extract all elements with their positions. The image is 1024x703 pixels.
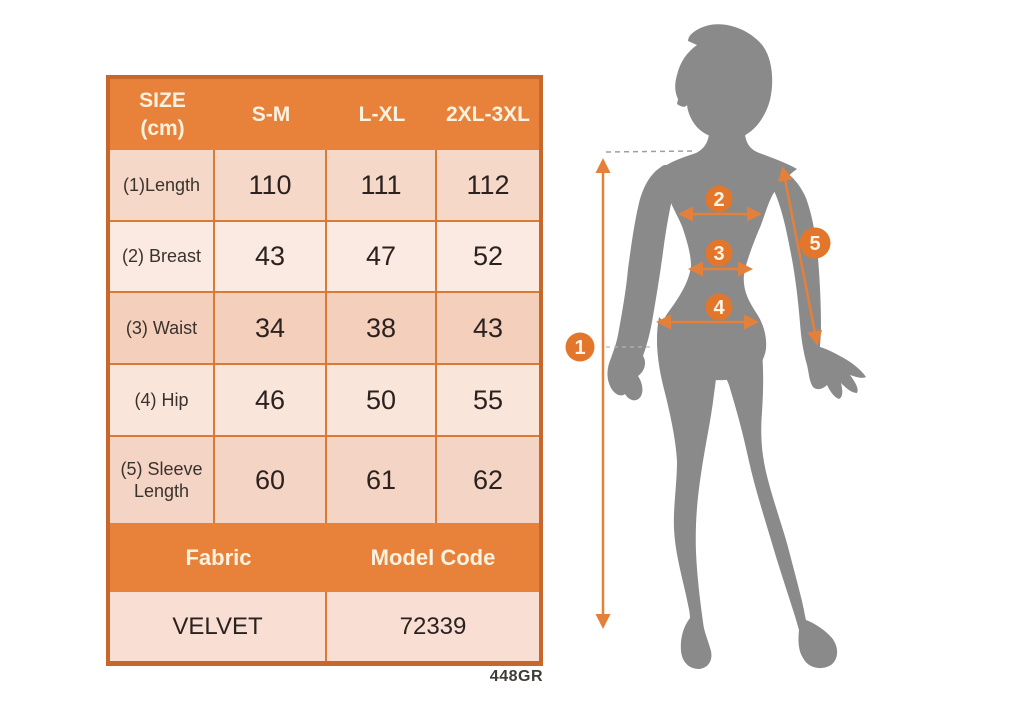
marker-5-label: 5 [809, 233, 820, 255]
silhouette-left-leg [656, 317, 717, 669]
sleeve-value-2xl-3xl: 62 [472, 464, 504, 495]
marker-4: 4 [705, 293, 733, 321]
marker-2-label: 2 [713, 189, 724, 211]
hip-value-2xl-3xl: 55 [472, 384, 504, 415]
size-header-line2: (cm) [140, 116, 185, 140]
sleeve-value-l-xl: 61 [327, 437, 437, 523]
row-label-sleeve-length: (5) Sleeve Length [110, 437, 215, 523]
row-label-breast: (2) Breast [110, 222, 215, 291]
table-row-hip: (4) Hip 46 50 55 [110, 365, 539, 437]
marker-2-circle [705, 185, 733, 213]
breast-value-l-xl: 47 [327, 222, 437, 291]
column-header-s-m: S-M [251, 102, 291, 126]
sleeve-value-s-m: 60 [215, 437, 327, 523]
waist-value-s-m: 34 [215, 293, 327, 363]
marker-4-circle [705, 293, 733, 321]
waist-value-l-xl: 38 [327, 293, 437, 363]
marker-3-circle [705, 239, 733, 267]
breast-value-2xl-3xl: 52 [472, 241, 504, 271]
marker-3-label: 3 [713, 243, 724, 265]
marker-3: 3 [705, 239, 733, 267]
length-value-l-xl: 111 [327, 150, 437, 220]
model-code-value: 72339 [399, 612, 467, 640]
size-unit-header: SIZE (cm) [110, 79, 215, 150]
table-footer-header-row: Fabric Model Code [110, 523, 539, 592]
silhouette-left-arm [607, 164, 676, 401]
marker-5: 5 [799, 227, 831, 259]
model-code-header: Model Code [370, 544, 496, 570]
table-row-waist: (3) Waist 34 38 43 [110, 293, 539, 365]
row-label-hip: (4) Hip [110, 365, 215, 435]
table-row-length: (1)Length 110 111 112 [110, 150, 539, 222]
product-code: 448GR [489, 668, 543, 685]
marker-4-label: 4 [713, 297, 725, 319]
row-label-waist: (3) Waist [110, 293, 215, 363]
length-value-s-m: 110 [215, 150, 327, 220]
hip-value-l-xl: 50 [327, 365, 437, 435]
table-header-row: SIZE (cm) S-M L-XL 2XL-3XL [110, 79, 539, 150]
shoulder-dash-line [605, 150, 695, 153]
breast-value-s-m: 43 [215, 222, 327, 291]
silhouette-right-leg [719, 315, 838, 669]
marker-2: 2 [705, 185, 733, 213]
marker-1: 1 [565, 332, 595, 362]
table-footer-value-row: VELVET 72339 [110, 592, 539, 661]
hip-value-s-m: 46 [215, 365, 327, 435]
table-row-sleeve-length: (5) Sleeve Length 60 61 62 [110, 437, 539, 523]
column-header-2xl-3xl: 2XL-3XL [445, 102, 531, 126]
marker-1-label: 1 [574, 337, 585, 359]
marker-1-circle [565, 332, 595, 362]
column-header-l-xl: L-XL [358, 102, 406, 126]
fabric-value: VELVET [110, 592, 327, 661]
size-chart-table: SIZE (cm) S-M L-XL 2XL-3XL (1)Length 110… [106, 75, 543, 666]
length-value-2xl-3xl: 112 [466, 169, 510, 200]
size-header-line1: SIZE [139, 89, 186, 113]
table-row-breast: (2) Breast 43 47 52 [110, 222, 539, 293]
marker-5-circle [799, 227, 831, 259]
sleeve-arrow [777, 166, 823, 346]
silhouette-right-arm [772, 168, 866, 399]
waist-value-2xl-3xl: 43 [472, 312, 504, 343]
silhouette-head [675, 24, 773, 140]
fabric-header: Fabric [185, 544, 252, 570]
row-label-length: (1)Length [110, 150, 215, 220]
